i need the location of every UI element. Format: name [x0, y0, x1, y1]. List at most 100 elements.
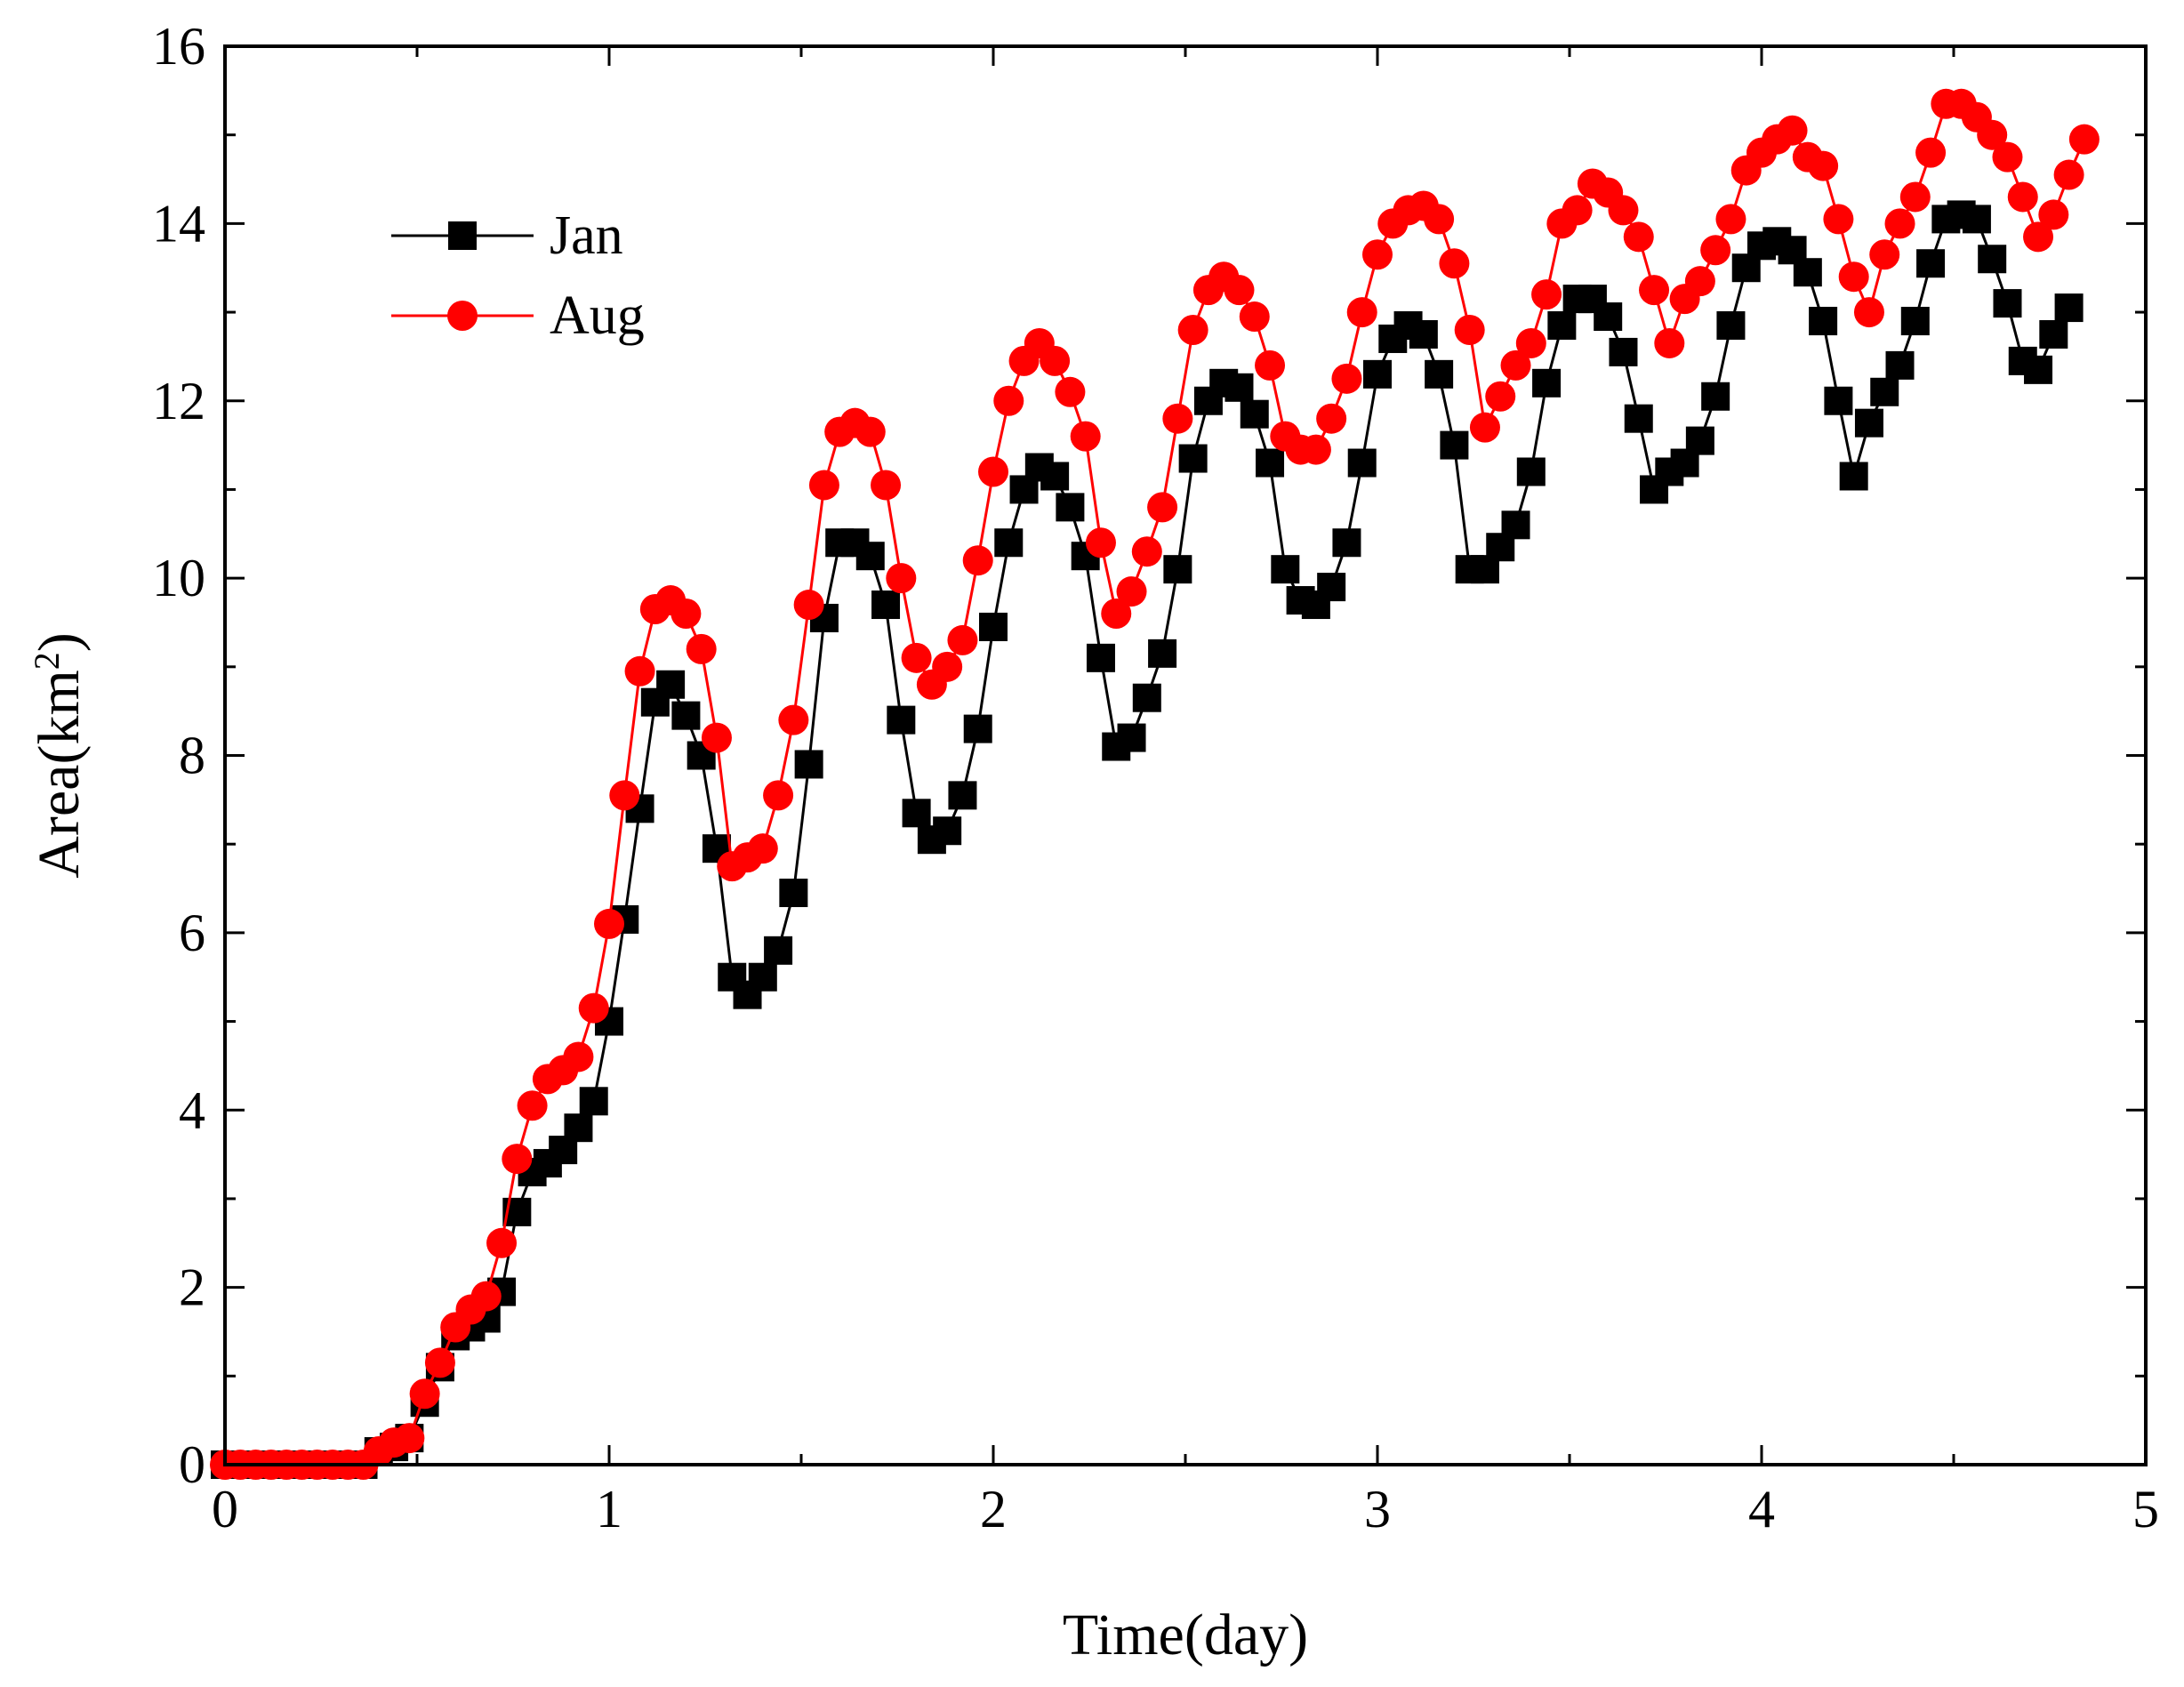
data-point-jan: [887, 705, 916, 735]
data-point-jan: [1916, 249, 1946, 278]
data-point-aug: [962, 545, 993, 576]
data-point-jan: [979, 612, 1008, 641]
data-point-jan: [1440, 430, 1469, 460]
data-point-jan: [764, 936, 793, 965]
data-point-jan: [1839, 462, 1868, 491]
x-axis-title: Time(day): [1063, 1603, 1308, 1667]
data-point-jan: [1685, 426, 1714, 455]
legend: Jan Aug: [391, 205, 645, 346]
data-point-jan: [994, 528, 1024, 558]
y-tick-label: 16: [152, 17, 205, 76]
data-point-jan: [579, 1087, 608, 1116]
y-tick-label: 14: [152, 194, 205, 253]
y-tick-label: 0: [179, 1435, 205, 1494]
data-point-jan: [1363, 359, 1392, 389]
data-point-aug: [2068, 124, 2100, 155]
y-tick-label: 8: [179, 727, 205, 785]
data-point-jan: [1854, 408, 1883, 438]
legend-item-aug: Aug: [391, 285, 645, 346]
data-point-aug: [394, 1423, 425, 1454]
data-point-aug: [1700, 235, 1731, 266]
data-point-aug: [1500, 349, 1531, 381]
data-point-aug: [901, 642, 932, 673]
x-tick-label: 3: [1364, 1480, 1391, 1538]
data-point-aug: [1777, 115, 1808, 146]
data-point-jan: [1409, 319, 1438, 349]
data-point-jan: [902, 799, 931, 828]
data-point-jan: [1056, 493, 1085, 522]
legend-marker-aug: [447, 301, 478, 331]
data-point-aug: [1654, 327, 1685, 358]
data-point-aug: [1977, 119, 2008, 150]
data-point-aug: [517, 1090, 548, 1121]
data-point-aug: [1454, 315, 1485, 345]
data-point-aug: [1362, 239, 1393, 270]
data-point-jan: [1978, 245, 2007, 274]
data-point-aug: [1562, 195, 1593, 226]
data-point-aug: [1101, 598, 1132, 629]
x-tick-label: 2: [980, 1480, 1007, 1538]
data-point-aug: [594, 908, 624, 939]
data-point-jan: [1163, 555, 1192, 584]
data-point-aug: [1485, 381, 1516, 412]
data-point-aug: [670, 598, 702, 629]
data-point-jan: [1256, 448, 1285, 478]
data-point-jan: [2024, 355, 2053, 384]
data-point-jan: [1547, 311, 1577, 341]
data-point-jan: [963, 714, 992, 743]
data-point-aug: [1346, 297, 1377, 328]
data-point-aug: [1808, 150, 1839, 181]
data-point-aug: [424, 1347, 455, 1378]
data-point-aug: [1070, 421, 1101, 452]
data-point-aug: [1715, 204, 1746, 235]
data-point-jan: [1040, 462, 1070, 491]
data-point-aug: [1899, 181, 1931, 213]
data-point-jan: [1870, 377, 1899, 406]
data-point-aug: [502, 1144, 533, 1175]
data-point-jan: [1317, 573, 1346, 602]
data-point-aug: [1992, 141, 2023, 173]
y-axis-title: Area(km2): [27, 632, 92, 879]
data-point-jan: [871, 590, 901, 620]
data-point-aug: [2007, 181, 2038, 213]
y-axis-title-sup: 2: [27, 652, 67, 670]
data-point-jan: [1501, 510, 1530, 540]
data-point-jan: [779, 879, 808, 908]
data-point-aug: [2038, 199, 2069, 230]
data-point-aug: [409, 1378, 440, 1410]
data-point-jan: [1332, 528, 1361, 558]
data-point-jan: [1624, 404, 1653, 433]
data-point-jan: [1716, 311, 1746, 341]
data-point-aug: [993, 385, 1024, 416]
data-point-aug: [1531, 279, 1562, 310]
data-point-jan: [1132, 683, 1161, 712]
data-point-aug: [947, 624, 978, 655]
data-point-aug: [1608, 195, 1639, 226]
series-layer: [210, 88, 2100, 1480]
data-point-aug: [1316, 403, 1347, 434]
data-point-aug: [1147, 492, 1178, 523]
data-point-aug: [486, 1227, 518, 1258]
data-point-aug: [1869, 239, 1900, 270]
legend-item-jan: Jan: [391, 205, 623, 266]
y-tick-label: 4: [179, 1080, 205, 1139]
x-tick-label: 0: [212, 1480, 238, 1538]
data-point-aug: [886, 563, 917, 594]
data-point-jan: [1224, 373, 1254, 402]
data-point-aug: [1639, 275, 1670, 306]
data-point-aug: [1131, 536, 1162, 567]
data-point-aug: [1684, 266, 1715, 297]
data-point-aug: [932, 651, 963, 682]
data-point-aug: [1424, 204, 1455, 235]
y-axis-title-end: ): [27, 632, 92, 652]
x-tick-label: 4: [1748, 1480, 1775, 1538]
data-point-jan: [1148, 639, 1177, 668]
data-point-jan: [855, 542, 885, 571]
data-point-aug: [1853, 297, 1884, 328]
data-point-jan: [1240, 399, 1269, 429]
data-point-jan: [1347, 448, 1377, 478]
data-point-aug: [1162, 403, 1193, 434]
data-point-jan: [671, 701, 701, 730]
